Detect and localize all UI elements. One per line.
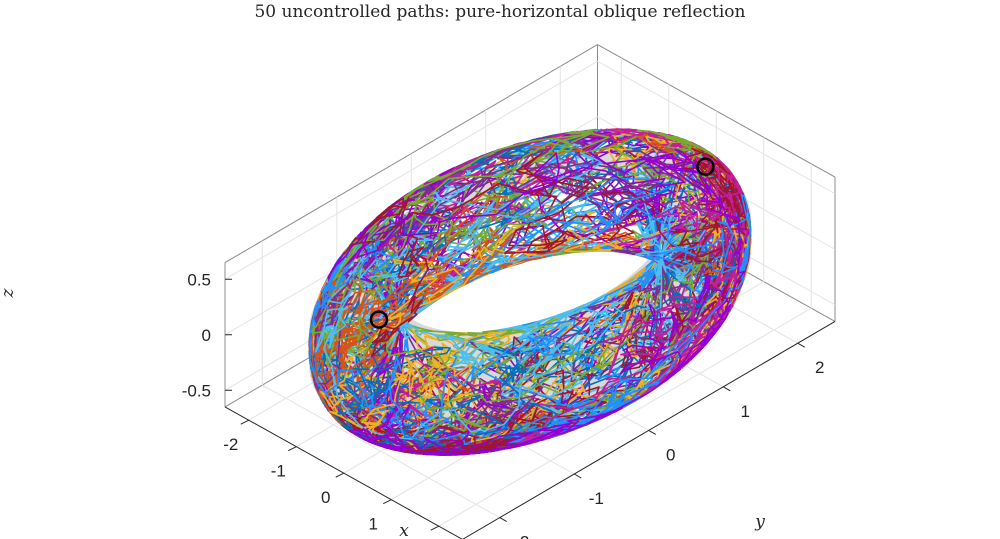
y-tick-label: 2 [815, 358, 824, 377]
grid-line [224, 60, 598, 280]
endpoint-marker [369, 310, 389, 329]
trajectory-paths [308, 128, 752, 456]
trajectory-path [327, 148, 746, 456]
y-tick-mark [574, 473, 582, 479]
y-tick-mark [648, 429, 656, 435]
axis-labels: x y z [0, 287, 765, 539]
grid-line [262, 384, 500, 519]
endpoint-markers [369, 157, 715, 329]
x-tick-label: -1 [271, 462, 286, 481]
x-tick-mark [240, 419, 249, 425]
x-tick-mark [335, 472, 344, 478]
chart-title: 50 uncontrolled paths: pure-horizontal o… [254, 2, 746, 22]
x-tick-mark [430, 525, 439, 531]
z-tick-label: 0.5 [187, 270, 211, 289]
x-tick-label: -2 [223, 435, 238, 454]
y-tick-mark [797, 342, 805, 348]
y-tick-label: 1 [741, 402, 750, 421]
y-axis-label: y [754, 512, 765, 532]
endpoint-marker [696, 157, 715, 176]
x-tick-mark [288, 446, 297, 452]
x-axis-label: x [399, 521, 409, 539]
y-tick-mark [499, 517, 507, 523]
x-tick-label: 1 [369, 515, 378, 534]
z-tick-label: 0 [202, 326, 211, 345]
y-tick-label: -1 [589, 489, 604, 508]
y-tick-mark [723, 386, 731, 392]
z-tick-label: -0.5 [182, 381, 211, 400]
x-tick-mark [383, 499, 392, 505]
y-tick-label: 0 [666, 445, 675, 464]
trajectory-path [309, 177, 752, 442]
grid-line [597, 60, 836, 195]
axes-box-front [224, 278, 836, 539]
y-tick-label: -2 [514, 533, 529, 539]
z-axis-label: z [0, 287, 18, 298]
x-tick-label: 0 [321, 488, 330, 507]
